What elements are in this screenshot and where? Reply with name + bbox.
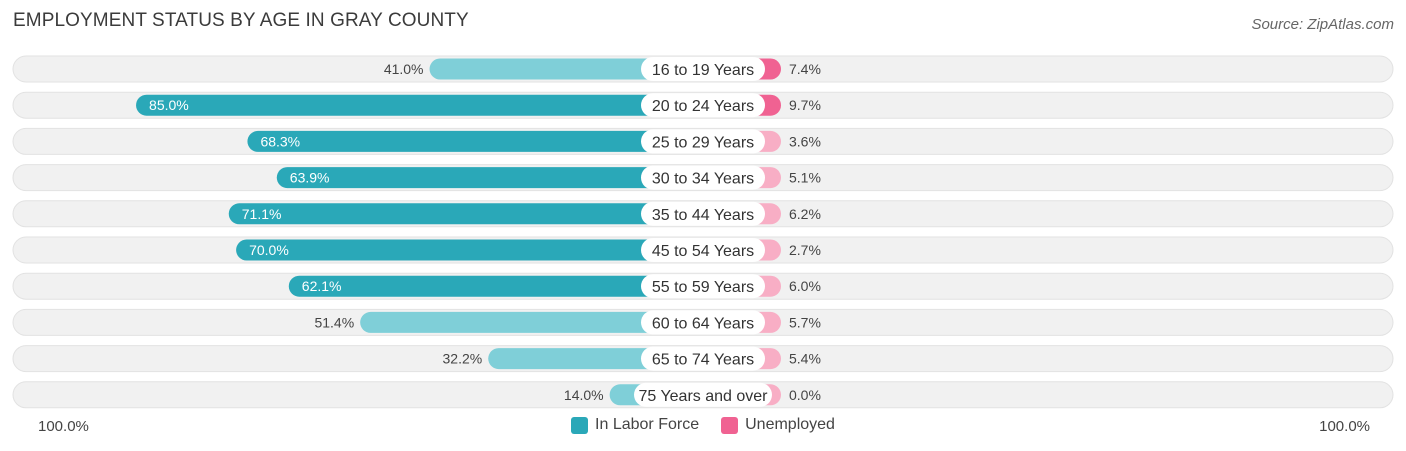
unemployed-value-label: 2.7% <box>789 242 821 258</box>
unemployed-value-label: 6.2% <box>789 206 821 222</box>
legend-swatch-unemployed <box>721 416 739 434</box>
labor-bar <box>247 130 703 152</box>
legend: In Labor Force Unemployed <box>0 416 1406 434</box>
unemployed-value-label: 7.4% <box>789 61 821 77</box>
category-label: 30 to 34 Years <box>652 171 754 188</box>
legend-item-labor[interactable]: In Labor Force <box>571 416 699 434</box>
unemployed-value-label: 5.1% <box>789 170 821 186</box>
category-label: 20 to 24 Years <box>652 98 754 115</box>
legend-item-unemployed[interactable]: Unemployed <box>721 416 835 434</box>
labor-value-label: 70.0% <box>249 242 289 258</box>
category-label: 65 to 74 Years <box>652 352 754 369</box>
category-pill <box>641 93 765 118</box>
unemployed-value-label: 6.0% <box>789 278 821 294</box>
labor-value-label: 62.1% <box>302 278 342 294</box>
unemployed-value-label: 5.4% <box>789 351 821 367</box>
labor-value-label: 63.9% <box>290 170 330 186</box>
category-label: 35 to 44 Years <box>652 207 754 224</box>
right-scale-label: 100.0% <box>1319 418 1370 435</box>
category-pill <box>641 201 765 226</box>
category-label: 75 Years and over <box>639 388 769 405</box>
category-pill <box>641 238 765 262</box>
labor-bar <box>276 167 703 189</box>
category-pill <box>641 346 765 371</box>
unemployed-value-label: 0.0% <box>789 387 821 403</box>
labor-value-label: 85.0% <box>149 97 189 113</box>
unemployed-value-label: 9.7% <box>789 97 821 113</box>
unemployed-value-label: 5.7% <box>789 314 821 330</box>
category-pill <box>641 57 765 81</box>
legend-swatch-labor <box>571 416 589 434</box>
labor-bar <box>236 239 703 261</box>
source-label: Source: ZipAtlas.com <box>1251 16 1394 33</box>
category-pill <box>641 310 765 335</box>
category-pill <box>641 165 765 190</box>
labor-bar <box>136 94 704 116</box>
chart-title: EMPLOYMENT STATUS BY AGE IN GRAY COUNTY <box>13 10 469 31</box>
legend-label-unemployed: Unemployed <box>745 416 835 433</box>
labor-value-label: 14.0% <box>564 387 604 403</box>
labor-value-label: 41.0% <box>384 61 424 77</box>
labor-bar <box>360 311 703 333</box>
labor-bar <box>228 203 703 225</box>
category-label: 45 to 54 Years <box>652 243 754 260</box>
category-label: 25 to 29 Years <box>652 134 754 151</box>
labor-bar <box>288 275 703 297</box>
unemployed-value-label: 3.6% <box>789 133 821 149</box>
labor-value-label: 32.2% <box>443 351 483 367</box>
category-label: 60 to 64 Years <box>652 315 754 332</box>
labor-value-label: 51.4% <box>314 314 354 330</box>
diverging-bar-chart: 41.0% 7.4% 16 to 19 Years 85.0% 9.7% 20 to 24… <box>12 55 1394 409</box>
labor-bar <box>429 58 703 80</box>
category-pill <box>641 129 765 154</box>
category-pill <box>641 274 765 299</box>
legend-label-labor: In Labor Force <box>595 416 700 433</box>
category-label: 16 to 19 Years <box>652 62 754 79</box>
left-scale-label: 100.0% <box>38 418 89 435</box>
labor-value-label: 68.3% <box>260 133 300 149</box>
labor-value-label: 71.1% <box>242 206 282 222</box>
category-pill <box>634 382 772 407</box>
category-label: 55 to 59 Years <box>652 279 754 296</box>
